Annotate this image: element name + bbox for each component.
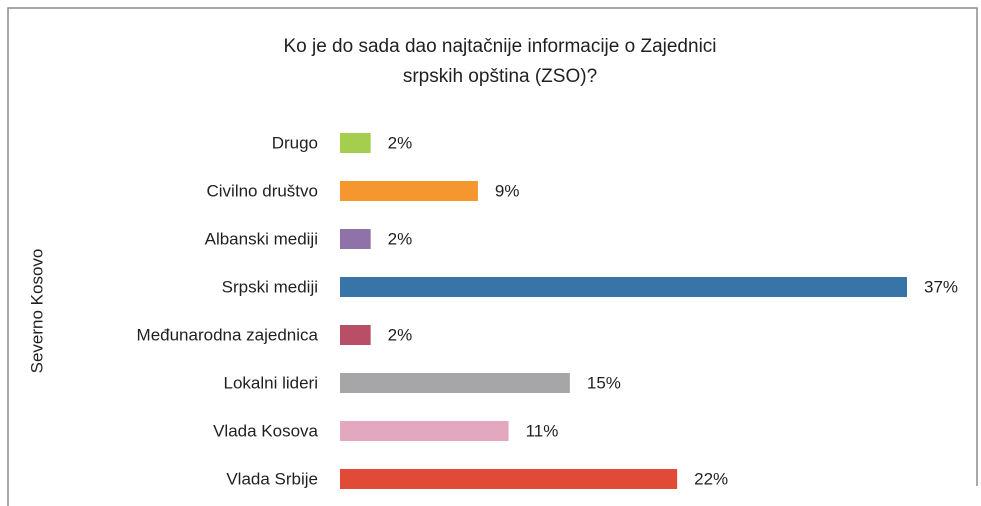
bar (340, 373, 570, 393)
value-label: 2% (388, 325, 413, 344)
bar (340, 181, 478, 201)
value-label: 9% (495, 181, 520, 200)
bar (340, 229, 371, 249)
value-label: 2% (388, 133, 413, 152)
category-label: Drugo (272, 133, 318, 152)
bar (340, 325, 371, 345)
bar (340, 421, 509, 441)
category-label: Međunarodna zajednica (137, 325, 319, 344)
value-label: 22% (694, 469, 728, 488)
chart-title: srpskih opština (ZSO)? (403, 66, 597, 87)
category-label: Lokalni lideri (224, 373, 319, 392)
category-label: Srpski mediji (222, 277, 318, 296)
bar (340, 133, 371, 153)
y-axis-label: Severno Kosovo (27, 249, 46, 374)
value-label: 11% (526, 421, 559, 440)
value-label: 37% (924, 277, 958, 296)
chart-title: Ko je do sada dao najtačnije informacije… (283, 36, 716, 57)
frame (7, 7, 978, 506)
category-label: Vlada Srbije (226, 469, 318, 488)
bar (340, 469, 678, 489)
category-label: Civilno društvo (207, 181, 319, 200)
category-label: Vlada Kosova (213, 421, 318, 440)
bar (340, 277, 907, 297)
value-label: 2% (388, 229, 413, 248)
category-label: Albanski mediji (205, 229, 318, 248)
value-label: 15% (587, 373, 621, 392)
